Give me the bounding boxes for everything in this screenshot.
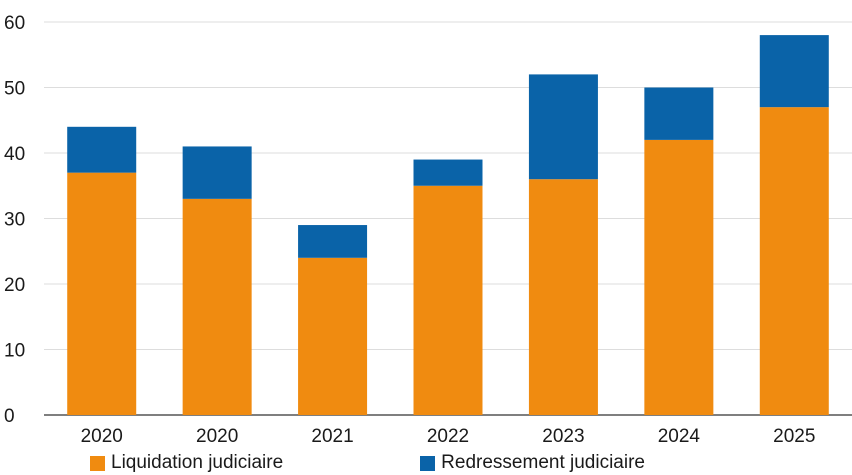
- y-tick-label: 20: [4, 275, 25, 296]
- bars: [67, 35, 829, 416]
- legend-item-redressement: Redressement judiciaire: [420, 452, 645, 474]
- y-axis-ticks: 0 10 20 30 40 50 60: [4, 13, 25, 427]
- bar-segment-liquidation: [528, 179, 598, 415]
- bar-segment-redressement: [298, 225, 368, 258]
- bar-segment-liquidation: [644, 139, 714, 415]
- bar-segment-redressement: [413, 159, 483, 186]
- legend-label-redressement: Redressement judiciaire: [441, 452, 645, 473]
- bar-segment-liquidation: [413, 185, 483, 415]
- legend-item-liquidation: Liquidation judiciaire: [90, 452, 283, 474]
- y-tick-label: 10: [4, 341, 25, 362]
- y-tick-label: 60: [4, 13, 25, 34]
- gridlines: [44, 21, 852, 416]
- bar-segment-redressement: [182, 146, 252, 199]
- x-tick-label: 2022: [427, 426, 469, 447]
- bar-segment-redressement: [759, 35, 829, 108]
- bar-segment-liquidation: [759, 107, 829, 416]
- y-tick-label: 40: [4, 144, 25, 165]
- bar-segment-redressement: [67, 126, 137, 173]
- legend: Liquidation judiciaire Redressement judi…: [90, 452, 645, 474]
- x-tick-label: 2021: [311, 426, 353, 447]
- legend-swatch-redressement: [420, 455, 436, 471]
- x-tick-label: 2024: [658, 426, 701, 447]
- bar-segment-redressement: [644, 87, 714, 140]
- y-tick-label: 30: [4, 210, 25, 231]
- x-tick-label: 2025: [773, 426, 815, 447]
- bar-segment-liquidation: [67, 172, 137, 415]
- legend-label-liquidation: Liquidation judiciaire: [111, 452, 284, 473]
- y-tick-label: 50: [4, 79, 25, 100]
- legend-swatch-liquidation: [90, 455, 105, 471]
- bar-segment-liquidation: [182, 198, 252, 415]
- x-tick-label: 2023: [542, 426, 584, 447]
- x-tick-label: 2020: [196, 426, 238, 447]
- x-tick-label: 2020: [81, 426, 123, 447]
- y-tick-label: 0: [4, 406, 15, 427]
- bar-segment-redressement: [528, 74, 598, 180]
- x-axis-ticks: 2020 2020 2021 2022 2023 2024 2025: [81, 426, 816, 447]
- bar-segment-liquidation: [298, 257, 368, 415]
